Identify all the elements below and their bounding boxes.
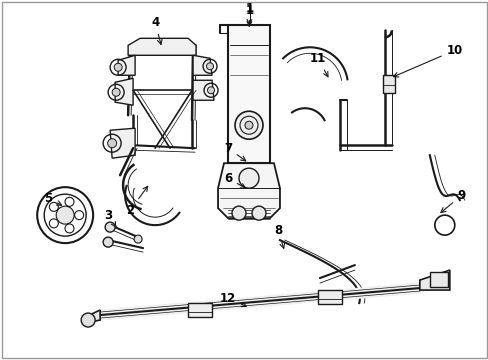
Circle shape [244, 121, 252, 129]
Circle shape [235, 111, 263, 139]
Polygon shape [193, 80, 214, 100]
Polygon shape [128, 38, 196, 55]
Polygon shape [118, 55, 135, 75]
Polygon shape [193, 55, 212, 75]
Text: 1: 1 [245, 2, 254, 24]
Text: 2: 2 [126, 186, 147, 217]
Circle shape [112, 88, 120, 96]
Circle shape [231, 206, 245, 220]
Text: 7: 7 [224, 142, 245, 161]
Bar [429, 272, 447, 287]
Circle shape [114, 63, 122, 71]
Polygon shape [419, 270, 449, 290]
Circle shape [206, 63, 213, 70]
Circle shape [103, 237, 113, 247]
Text: 12: 12 [220, 292, 246, 307]
Bar [188, 303, 212, 317]
Bar [317, 290, 341, 304]
Text: 9: 9 [440, 189, 465, 212]
Text: 11: 11 [309, 52, 327, 77]
Circle shape [134, 235, 142, 243]
Circle shape [105, 222, 115, 232]
Bar [227, 25, 269, 163]
Text: 4: 4 [151, 16, 162, 44]
Text: 3: 3 [104, 209, 116, 227]
Circle shape [56, 206, 74, 224]
Circle shape [107, 139, 116, 148]
Circle shape [207, 87, 214, 94]
Text: 1: 1 [245, 4, 254, 26]
Text: 6: 6 [224, 172, 245, 188]
Text: 10: 10 [393, 44, 462, 77]
Circle shape [81, 313, 95, 327]
Circle shape [239, 168, 259, 188]
Text: 5: 5 [44, 192, 61, 205]
Polygon shape [85, 310, 100, 323]
Polygon shape [115, 78, 133, 105]
Bar [382, 75, 394, 93]
Polygon shape [218, 163, 280, 218]
Text: 8: 8 [273, 224, 284, 248]
Polygon shape [110, 128, 135, 158]
Circle shape [251, 206, 265, 220]
